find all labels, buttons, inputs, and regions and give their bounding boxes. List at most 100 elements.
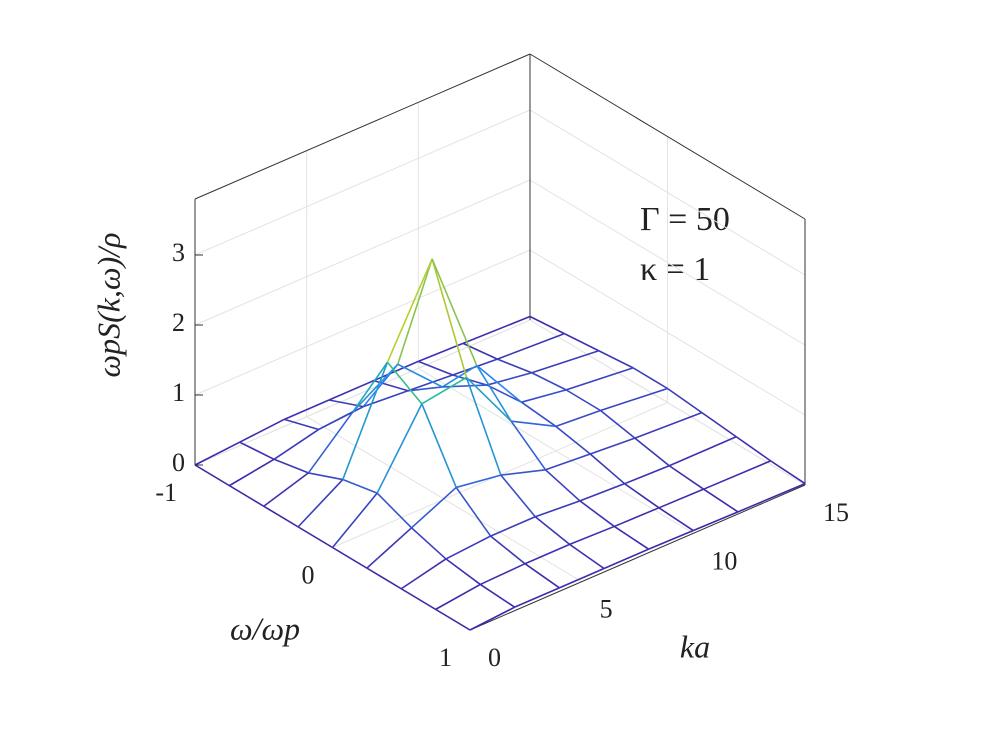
surface-line: [500, 468, 546, 476]
grid-line: [194, 319, 531, 466]
surface-line: [366, 567, 402, 590]
surface-line: [476, 365, 512, 422]
surface-line: [400, 558, 447, 590]
surface-line: [407, 374, 453, 392]
surface-line: [431, 258, 478, 366]
surface-line: [534, 516, 571, 545]
surface-line: [589, 437, 636, 455]
surface-line: [490, 516, 536, 537]
surface-line: [624, 483, 660, 509]
surface-line: [455, 474, 502, 489]
surface-line: [342, 361, 389, 480]
surface-line: [455, 486, 492, 537]
surface-line: [442, 384, 488, 388]
surface-line: [555, 425, 591, 455]
grid-line: [194, 179, 531, 326]
axis-line: [194, 53, 531, 200]
axis-line: [469, 484, 806, 631]
surface-line: [545, 469, 581, 502]
surface-line: [770, 460, 806, 485]
surface-line: [600, 387, 668, 412]
surface-line: [529, 315, 565, 335]
surface-line: [263, 505, 299, 528]
surface-line: [531, 349, 599, 374]
surface-line: [599, 409, 636, 439]
surface-line: [465, 377, 502, 476]
surface-line: [418, 360, 454, 376]
surface-line: [648, 529, 694, 550]
surface-line: [366, 527, 413, 569]
surface-line: [520, 401, 557, 427]
surface-line: [376, 492, 413, 529]
surface-line: [307, 411, 354, 474]
surface-line: [545, 453, 591, 471]
surface-line: [667, 387, 703, 414]
surface-line: [737, 482, 806, 513]
surface-line: [579, 500, 615, 528]
surface-line: [476, 364, 522, 403]
surface-line: [445, 535, 491, 560]
surface-line: [297, 526, 333, 549]
surface-line: [703, 460, 771, 490]
surface-line: [297, 478, 344, 528]
surface-line: [284, 399, 330, 421]
surface-line: [613, 525, 650, 550]
surface-line: [534, 500, 581, 518]
surface-line: [411, 486, 457, 529]
surface-line: [421, 376, 467, 405]
surface-line: [565, 389, 601, 412]
surface-line: [703, 488, 739, 513]
surface-line: [497, 332, 565, 360]
surface-line: [386, 258, 433, 363]
surface-line: [559, 567, 605, 589]
surface-line: [431, 258, 468, 378]
z-tick-label: 1: [172, 378, 185, 407]
surface-line: [228, 484, 265, 507]
surface-line: [701, 411, 737, 438]
surface-line: [569, 525, 615, 546]
surface-line: [441, 364, 478, 388]
grid-line: [529, 109, 806, 276]
surface-line: [524, 563, 560, 589]
surface-line: [397, 363, 443, 388]
surface-line: [511, 420, 556, 428]
surface-line: [284, 418, 319, 431]
z-tick-label: 0: [172, 448, 185, 477]
surface-line: [486, 384, 522, 403]
x-tick-label: 5: [600, 595, 613, 624]
surface-line: [579, 482, 625, 502]
surface-line: [735, 436, 772, 462]
surface-line: [479, 562, 526, 586]
surface-line: [239, 441, 275, 461]
grid-line: [529, 179, 806, 346]
surface-line: [445, 558, 481, 586]
surface-line: [332, 546, 368, 569]
x-tick-label: 15: [823, 498, 849, 527]
x-tick-label: 10: [711, 546, 737, 575]
surface-line: [386, 361, 423, 405]
axis-line: [529, 53, 806, 220]
surface-line: [396, 258, 433, 365]
surface-line: [342, 478, 378, 494]
surface-line: [658, 507, 694, 532]
surface-line: [564, 332, 600, 352]
surface-line: [411, 527, 447, 560]
surface-line: [658, 488, 704, 509]
surface-line: [624, 465, 670, 485]
surface-line: [194, 441, 241, 466]
x-axis-label: ka: [680, 628, 710, 664]
surface-line: [469, 606, 516, 631]
surface-line: [531, 372, 567, 391]
grid-line: [194, 109, 531, 256]
grid-line: [529, 249, 806, 416]
surface-line: [479, 583, 516, 608]
z-tick-label: 3: [172, 238, 185, 267]
surface-line: [435, 608, 471, 631]
surface-line: [376, 403, 423, 494]
surface-line: [435, 583, 481, 611]
surface-line: [418, 342, 464, 363]
surface-line: [490, 535, 526, 565]
x-tick-label: 0: [488, 643, 501, 672]
surface-line: [668, 465, 705, 490]
z-axis-label: ωpS(k,ω)/ρ: [90, 233, 126, 378]
